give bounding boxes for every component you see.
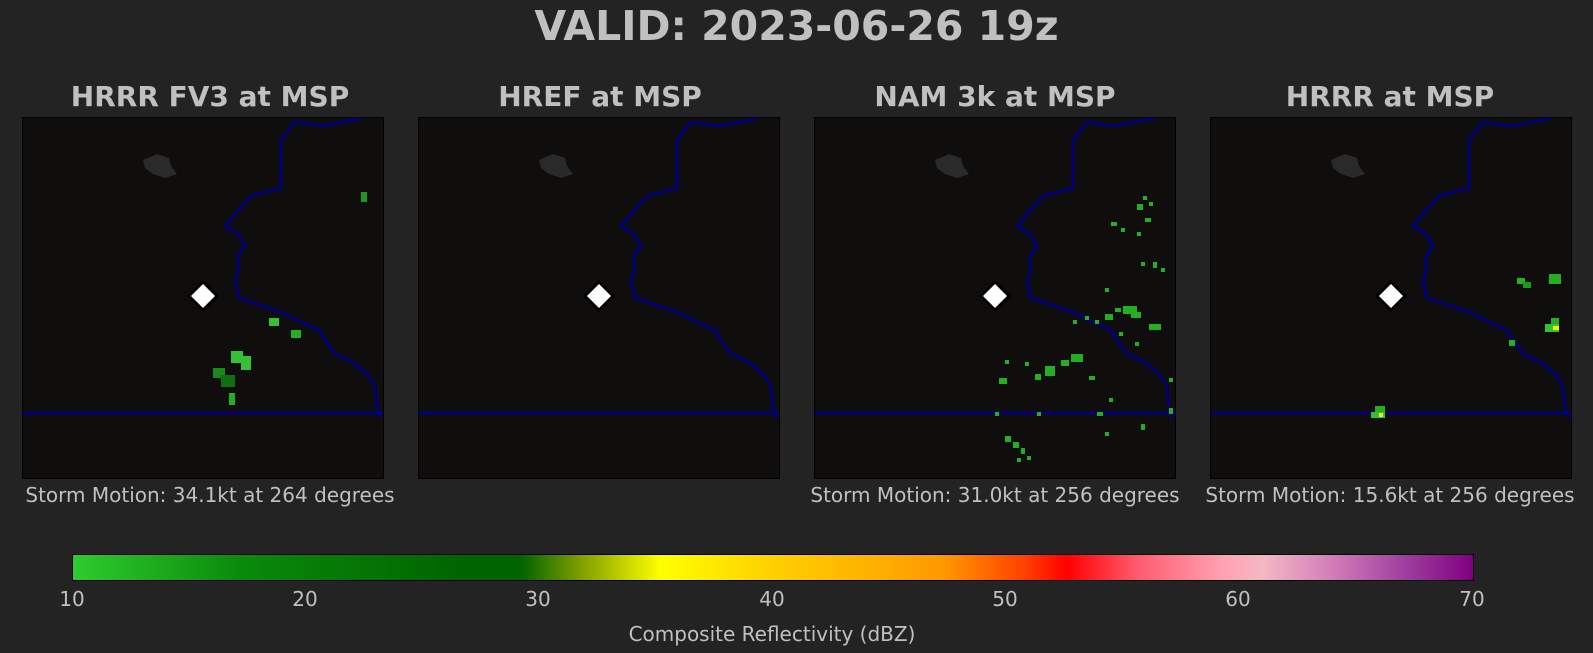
lake-shape [539,154,573,178]
storm-motion-nam-3k: Storm Motion: 31.0kt at 256 degrees [810,483,1180,507]
panel-title-nam-3k: NAM 3k at MSP [874,80,1116,113]
colorbar-tick: 10 [59,587,85,611]
precip-cells [1371,274,1561,418]
lake-shape [935,154,969,178]
page-title: VALID: 2023-06-26 19z [534,2,1059,50]
state-border [222,118,383,419]
storm-motion-hrrr-fv3: Storm Motion: 34.1kt at 264 degrees [25,483,395,507]
map-panel-nam-3k [814,117,1176,479]
colorbar-tick: 70 [1459,587,1485,611]
panel-title-hrrr-fv3: HRRR FV3 at MSP [70,80,350,113]
colorbar-label: Composite Reflectivity (dBZ) [628,622,916,646]
colorbar [72,554,1474,581]
state-border [1410,118,1571,419]
precip-cells [995,196,1173,462]
panel-title-href: HREF at MSP [498,80,702,113]
map-panel-href [418,117,780,479]
colorbar-tick: 60 [1225,587,1251,611]
map-panel-hrrr [1210,117,1572,479]
state-border [618,118,779,419]
lake-shape [1331,154,1365,178]
station-marker-icon [582,279,616,313]
storm-motion-hrrr: Storm Motion: 15.6kt at 256 degrees [1205,483,1575,507]
precip-cells [213,192,367,405]
station-marker-icon [1374,279,1408,313]
station-marker-icon [978,279,1012,313]
colorbar-tick: 30 [525,587,551,611]
state-border [1014,118,1175,419]
map-panel-hrrr-fv3 [22,117,384,479]
colorbar-tick: 20 [292,587,318,611]
colorbar-tick: 40 [759,587,785,611]
lake-shape [143,154,177,178]
station-marker-icon [186,279,220,313]
colorbar-tick: 50 [992,587,1018,611]
panel-title-hrrr: HRRR at MSP [1285,80,1495,113]
